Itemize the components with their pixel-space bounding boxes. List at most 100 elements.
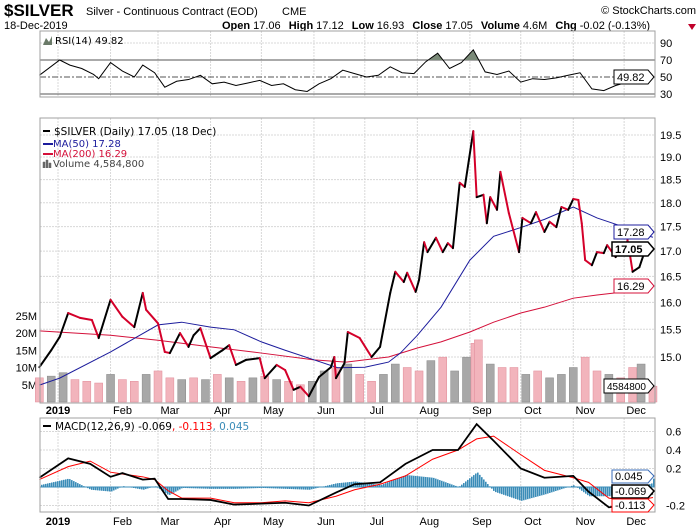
macd-histogram-bar bbox=[503, 487, 505, 495]
price-segment bbox=[485, 196, 492, 225]
macd-histogram-bar bbox=[333, 484, 335, 487]
macd-histogram-bar bbox=[225, 487, 227, 489]
macd-histogram-bar bbox=[505, 487, 507, 496]
macd-histogram-bar bbox=[573, 485, 575, 487]
price-segment bbox=[489, 196, 499, 211]
macd-histogram-bar bbox=[579, 487, 581, 490]
volume-bar bbox=[118, 379, 127, 403]
macd-histogram-bar bbox=[245, 487, 247, 489]
macd-histogram-bar bbox=[255, 487, 257, 489]
macd-histogram-bar bbox=[549, 487, 551, 493]
macd-histogram-bar bbox=[61, 480, 63, 487]
macd-last-labels: 0.045 -0.069 -0.113 bbox=[611, 469, 656, 513]
macd-histogram-bar bbox=[601, 487, 603, 497]
x-tick-label: Jul bbox=[370, 405, 384, 417]
macd-histogram-bar bbox=[407, 475, 409, 487]
macd-histogram-bar bbox=[137, 487, 139, 489]
close-last-box bbox=[611, 241, 655, 257]
macd-histogram-bar bbox=[309, 487, 311, 490]
price-segment bbox=[133, 291, 144, 329]
macd-histogram-bar bbox=[195, 487, 197, 489]
macd-histogram-bar bbox=[109, 487, 111, 492]
x-tick-label: 2019 bbox=[46, 516, 70, 528]
macd-histogram-bar bbox=[347, 482, 349, 487]
macd-histogram-bar bbox=[303, 487, 305, 490]
macd-histogram-bar bbox=[467, 479, 469, 487]
macd-histogram-bar bbox=[421, 476, 423, 487]
macd-histogram-bar bbox=[341, 482, 343, 487]
x-tick-label: Dec bbox=[626, 405, 646, 417]
price-tick-label: 18.5 bbox=[660, 175, 681, 187]
down-arrow-icon bbox=[688, 24, 696, 30]
macd-histogram-bar bbox=[315, 487, 317, 489]
ma50-legend-text: MA(50) 17.28 bbox=[53, 139, 121, 150]
macd-histogram-bar bbox=[539, 487, 541, 496]
macd-histogram-bar bbox=[451, 484, 453, 487]
macd-histogram-bar bbox=[527, 487, 529, 500]
macd-histogram-bar bbox=[551, 487, 553, 493]
macd-last-value: -0.069 bbox=[615, 486, 646, 498]
macd-histogram-bar bbox=[559, 487, 561, 490]
macd-histogram-bar bbox=[203, 487, 205, 489]
rsi-tick-label: 90 bbox=[660, 38, 672, 50]
volume-bar bbox=[82, 381, 92, 403]
price-segment bbox=[318, 366, 332, 378]
price-segment bbox=[292, 385, 302, 391]
price-segment bbox=[580, 222, 587, 262]
macd-histogram-bar bbox=[493, 487, 495, 491]
macd-histogram-bar bbox=[77, 483, 79, 487]
macd-histogram-bar bbox=[67, 478, 69, 487]
macd-histogram-bar bbox=[449, 483, 451, 487]
macd-histogram-bar bbox=[221, 487, 223, 489]
price-segment bbox=[234, 358, 248, 366]
macd-histogram-bar bbox=[513, 487, 515, 499]
macd-histogram-bar bbox=[133, 487, 135, 489]
macd-histogram-bar bbox=[139, 487, 141, 490]
hist-last-box bbox=[611, 469, 655, 484]
macd-histogram-bar bbox=[63, 479, 65, 487]
price-segment bbox=[90, 319, 100, 340]
macd-histogram-bar bbox=[103, 487, 105, 491]
price-segment bbox=[423, 241, 429, 254]
volume-bar bbox=[450, 370, 459, 403]
macd-histogram-bar bbox=[325, 485, 327, 487]
macd-histogram-bar bbox=[473, 475, 475, 487]
signal-line bbox=[39, 435, 654, 504]
rsi-frame bbox=[39, 30, 656, 98]
macd-histogram-bar bbox=[237, 487, 239, 489]
price-segment bbox=[389, 270, 397, 294]
macd-histogram-bar bbox=[143, 487, 145, 490]
close-last-value: 17.05 bbox=[615, 244, 643, 256]
macd-histogram-bar bbox=[437, 479, 439, 487]
price-segment bbox=[67, 312, 82, 319]
macd-histogram-bar bbox=[391, 480, 393, 487]
macd-histogram-bar bbox=[363, 482, 365, 487]
macd-swatch bbox=[43, 425, 51, 427]
price-segment bbox=[192, 327, 202, 337]
macd-histogram-bar bbox=[191, 487, 193, 489]
x-tick-label: Feb bbox=[113, 405, 132, 417]
price-segment bbox=[426, 236, 437, 254]
macd-histogram-bar bbox=[185, 487, 187, 489]
macd-histogram-bar bbox=[243, 487, 245, 489]
low-label: Low bbox=[352, 20, 374, 32]
price-segment bbox=[496, 170, 502, 211]
macd-histogram-bar bbox=[335, 483, 337, 487]
macd-histogram-bar bbox=[297, 487, 299, 490]
volume-legend-text: Volume 4,584,800 bbox=[53, 159, 144, 170]
macd-histogram-bar bbox=[403, 475, 405, 487]
macd-histogram-bar bbox=[201, 487, 203, 489]
volume-bar bbox=[509, 367, 519, 403]
price-segment bbox=[475, 193, 485, 199]
x-tick-label: Jul bbox=[370, 516, 384, 528]
price-segment bbox=[121, 315, 136, 329]
macd-histogram-bar bbox=[653, 478, 655, 487]
ma50-line bbox=[39, 206, 654, 386]
macd-histogram-bar bbox=[371, 483, 373, 487]
price-segment bbox=[157, 322, 166, 353]
price-segment bbox=[507, 212, 521, 254]
macd-histogram-bar bbox=[189, 487, 191, 489]
high-value: 17.12 bbox=[316, 20, 344, 32]
macd-histogram-bar bbox=[413, 475, 415, 487]
macd-histogram-bar bbox=[519, 487, 521, 501]
